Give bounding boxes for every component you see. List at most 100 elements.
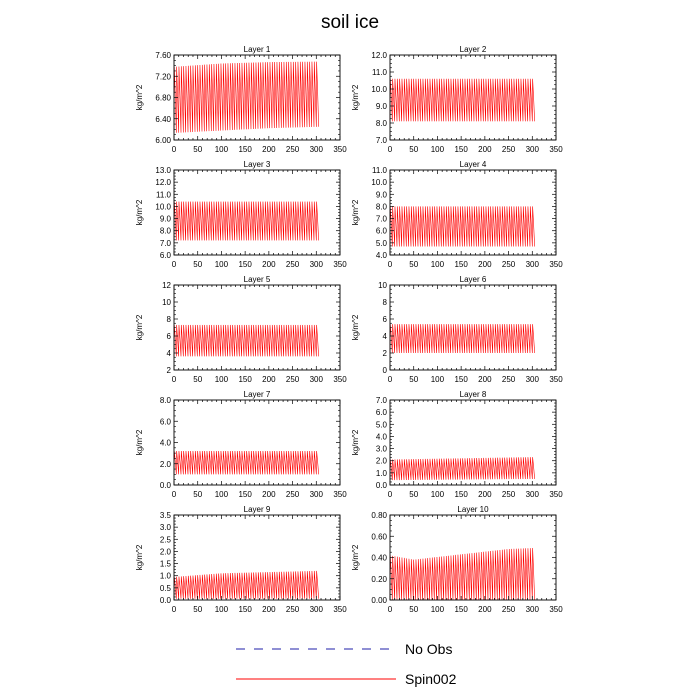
x-tick-label: 200 <box>478 605 492 614</box>
x-tick-label: 150 <box>454 260 468 269</box>
y-tick-label: 10.0 <box>371 85 387 94</box>
y-tick-label: 1.0 <box>160 572 172 581</box>
x-tick-label: 50 <box>193 605 202 614</box>
panel-layer-9: Layer 9 kg/m^2 0 50 100 150 200 250 300 350 0.0 0.5… <box>135 505 347 614</box>
x-tick-label: 150 <box>454 375 468 384</box>
x-tick-label: 350 <box>549 260 563 269</box>
x-tick-label: 350 <box>333 375 347 384</box>
panel-title: Layer 10 <box>457 505 489 514</box>
y-tick-label: 7.0 <box>376 215 388 224</box>
x-tick-label: 350 <box>333 605 347 614</box>
x-tick-label: 350 <box>549 375 563 384</box>
x-tick-label: 0 <box>388 605 393 614</box>
x-tick-label: 300 <box>526 145 540 154</box>
x-tick-label: 300 <box>526 260 540 269</box>
panel-layer-5: Layer 5 kg/m^2 0 50 100 150 200 250 300 350 2 4 6 8 10… <box>135 275 347 384</box>
x-tick-label: 50 <box>409 375 418 384</box>
x-tick-label: 200 <box>262 490 276 499</box>
x-tick-label: 200 <box>478 490 492 499</box>
legend: No Obs Spin002 <box>236 641 457 687</box>
y-tick-label: 6.0 <box>376 227 388 236</box>
x-tick-label: 250 <box>502 260 516 269</box>
panel-title: Layer 1 <box>244 45 271 54</box>
y-axis-label: kg/m^2 <box>351 544 360 570</box>
y-tick-label: 5.0 <box>376 239 388 248</box>
panel-layer-10: Layer 10 kg/m^2 0 50 100 150 200 250 300 350 0.00 0… <box>351 505 563 614</box>
y-tick-label: 9.0 <box>160 215 172 224</box>
y-tick-label: 12.0 <box>371 51 387 60</box>
x-tick-label: 100 <box>431 145 445 154</box>
y-tick-label: 5.0 <box>376 420 388 429</box>
y-tick-label: 11.0 <box>156 190 172 199</box>
y-tick-label: 13.0 <box>155 166 171 175</box>
panel-title: Layer 3 <box>244 160 271 169</box>
x-tick-label: 150 <box>238 145 252 154</box>
panel-layer-3: Layer 3 kg/m^2 0 50 100 150 200 250 300 350 6.0 7.0… <box>135 160 347 269</box>
y-axis-label: kg/m^2 <box>135 199 144 225</box>
x-tick-label: 150 <box>238 260 252 269</box>
y-tick-label: 2.0 <box>376 457 388 466</box>
panel-grid: Layer 1kg/m^20 50 100 150 200 250 300 3506.006.… <box>135 45 563 614</box>
y-tick-label: 0.60 <box>371 532 387 541</box>
y-tick-label: 1.0 <box>376 469 388 478</box>
x-tick-label: 100 <box>215 260 229 269</box>
x-tick-label: 250 <box>502 145 516 154</box>
x-tick-label: 250 <box>286 490 300 499</box>
series-line-spin002 <box>389 457 535 481</box>
panel-layer-6: Layer 6 kg/m^2 0 50 100 150 200 250 300 350 0 2 4 6 8 1… <box>351 275 563 384</box>
y-tick-label: 4.0 <box>376 432 388 441</box>
y-tick-label: 11.0 <box>372 68 388 77</box>
y-tick-label: 3.5 <box>160 511 172 520</box>
legend-label: No Obs <box>405 641 452 657</box>
panel-layer-8: Layer 8 kg/m^2 0 50 100 150 200 250 300 350 0.0 1.0… <box>351 390 563 499</box>
y-tick-label: 8.0 <box>160 396 172 405</box>
series-line-spin002 <box>389 78 535 122</box>
y-tick-label: 6 <box>383 315 388 324</box>
panel-title: Layer 7 <box>244 390 271 399</box>
y-tick-label: 0.80 <box>371 511 387 520</box>
y-tick-label: 11.0 <box>372 166 388 175</box>
x-tick-label: 300 <box>526 490 540 499</box>
x-tick-label: 0 <box>388 260 393 269</box>
x-tick-label: 300 <box>310 260 324 269</box>
x-tick-label: 250 <box>286 375 300 384</box>
panel-layer-2: Layer 2 kg/m^2 0 50 100 150 200 250 300 350 7.0 8.0… <box>351 45 563 154</box>
panel-layer-1: Layer 1 kg/m^2 0 50 100 150 200 250 300 350 6.00 6.… <box>135 45 347 154</box>
plot-frame <box>173 284 341 371</box>
y-tick-label: 10 <box>162 298 171 307</box>
x-tick-label: 250 <box>502 375 516 384</box>
x-tick-label: 300 <box>526 375 540 384</box>
plot-frame <box>389 284 557 371</box>
y-tick-label: 4.0 <box>160 439 172 448</box>
x-tick-label: 150 <box>454 605 468 614</box>
y-tick-label: 8 <box>167 315 172 324</box>
y-tick-label: 10 <box>378 281 387 290</box>
x-tick-label: 350 <box>549 145 563 154</box>
y-tick-label: 4 <box>383 332 388 341</box>
y-tick-label: 7.0 <box>376 396 388 405</box>
x-tick-label: 200 <box>262 260 276 269</box>
y-tick-label: 8.0 <box>376 119 388 128</box>
x-tick-label: 150 <box>454 490 468 499</box>
x-tick-label: 150 <box>238 605 252 614</box>
y-tick-label: 6.00 <box>155 136 171 145</box>
y-tick-label: 10.0 <box>371 178 387 187</box>
y-tick-label: 0.5 <box>160 584 172 593</box>
x-tick-label: 100 <box>215 490 229 499</box>
y-tick-label: 6.0 <box>376 408 388 417</box>
y-tick-label: 0.0 <box>160 481 172 490</box>
y-tick-label: 2 <box>383 349 388 358</box>
y-tick-label: 12.0 <box>155 178 171 187</box>
x-tick-label: 350 <box>333 490 347 499</box>
x-tick-label: 200 <box>478 145 492 154</box>
y-tick-label: 9.0 <box>376 190 388 199</box>
series-line-spin002 <box>173 61 319 133</box>
y-tick-label: 0.20 <box>371 575 387 584</box>
y-tick-label: 4 <box>167 349 172 358</box>
x-tick-label: 0 <box>172 605 177 614</box>
series-line-spin002 <box>173 450 319 475</box>
y-tick-label: 0.0 <box>376 481 388 490</box>
x-tick-label: 200 <box>478 375 492 384</box>
x-tick-label: 50 <box>193 145 202 154</box>
y-tick-label: 2.5 <box>160 535 172 544</box>
